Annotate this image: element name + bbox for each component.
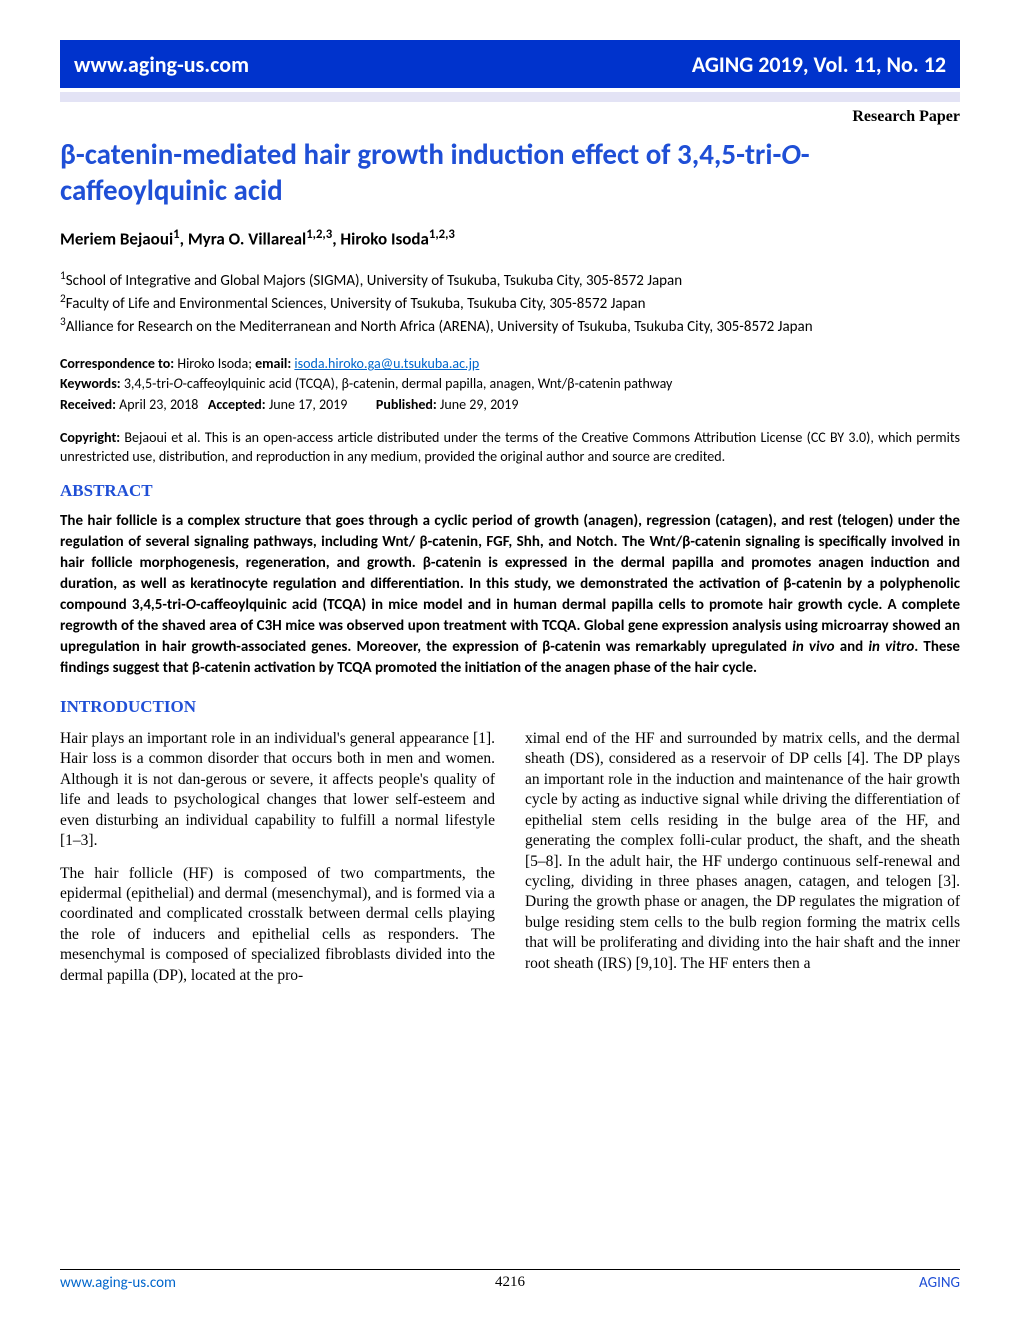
intro-para-2: The hair follicle (HF) is composed of tw… <box>60 864 495 987</box>
received-date: April 23, 2018 <box>119 396 198 413</box>
affiliation-1: 1School of Integrative and Global Majors… <box>60 269 960 292</box>
email-label: email: <box>255 355 291 372</box>
abstract-text: The hair follicle is a complex structure… <box>60 511 960 679</box>
correspondence-email-link[interactable]: isoda.hiroko.ga@u.tsukuba.ac.jp <box>294 355 479 372</box>
correspondence-name: Hiroko Isoda; <box>177 355 252 372</box>
site-url: www.aging-us.com <box>74 51 249 78</box>
abstract-heading: ABSTRACT <box>60 481 960 501</box>
correspondence-line: Correspondence to: Hiroko Isoda; email: … <box>60 354 960 374</box>
keywords-text: 3,4,5-tri-O-caffeoylquinic acid (TCQA), … <box>124 375 673 392</box>
page-footer: www.aging-us.com 4216 AGING <box>60 1269 960 1292</box>
intro-para-1: Hair plays an important role in an indiv… <box>60 729 495 852</box>
right-column: ximal end of the HF and surrounded by ma… <box>525 729 960 998</box>
published-date: June 29, 2019 <box>440 396 519 413</box>
affiliations: 1School of Integrative and Global Majors… <box>60 269 960 338</box>
left-column: Hair plays an important role in an indiv… <box>60 729 495 998</box>
journal-issue: AGING 2019, Vol. 11, No. 12 <box>692 51 946 78</box>
journal-header-band: www.aging-us.com AGING 2019, Vol. 11, No… <box>60 40 960 88</box>
article-meta: Correspondence to: Hiroko Isoda; email: … <box>60 354 960 415</box>
two-column-body: Hair plays an important role in an indiv… <box>60 729 960 998</box>
introduction-heading: INTRODUCTION <box>60 697 960 717</box>
received-label: Received: <box>60 396 116 413</box>
paper-title: β-catenin-mediated hair growth induction… <box>60 136 960 209</box>
footer-journal-name: AGING <box>919 1274 960 1292</box>
copyright-notice: Copyright: Bejaoui et al. This is an ope… <box>60 429 960 467</box>
subheader-band <box>60 92 960 102</box>
correspondence-label: Correspondence to: <box>60 355 174 372</box>
keywords-line: Keywords: 3,4,5-tri-O-caffeoylquinic aci… <box>60 374 960 394</box>
intro-para-3: ximal end of the HF and surrounded by ma… <box>525 729 960 974</box>
paper-type: Research Paper <box>60 108 960 126</box>
dates-line: Received: April 23, 2018 Accepted: June … <box>60 395 960 415</box>
affiliation-2: 2Faculty of Life and Environmental Scien… <box>60 292 960 315</box>
footer-site-url: www.aging-us.com <box>60 1274 176 1292</box>
keywords-label: Keywords: <box>60 375 121 392</box>
footer-page-number: 4216 <box>495 1274 525 1291</box>
accepted-date: June 17, 2019 <box>269 396 348 413</box>
author-list: Meriem Bejaoui1, Myra O. Villareal1,2,3,… <box>60 227 960 250</box>
published-label: Published: <box>376 396 437 413</box>
accepted-label: Accepted: <box>208 396 266 413</box>
affiliation-3: 3Alliance for Research on the Mediterran… <box>60 315 960 338</box>
